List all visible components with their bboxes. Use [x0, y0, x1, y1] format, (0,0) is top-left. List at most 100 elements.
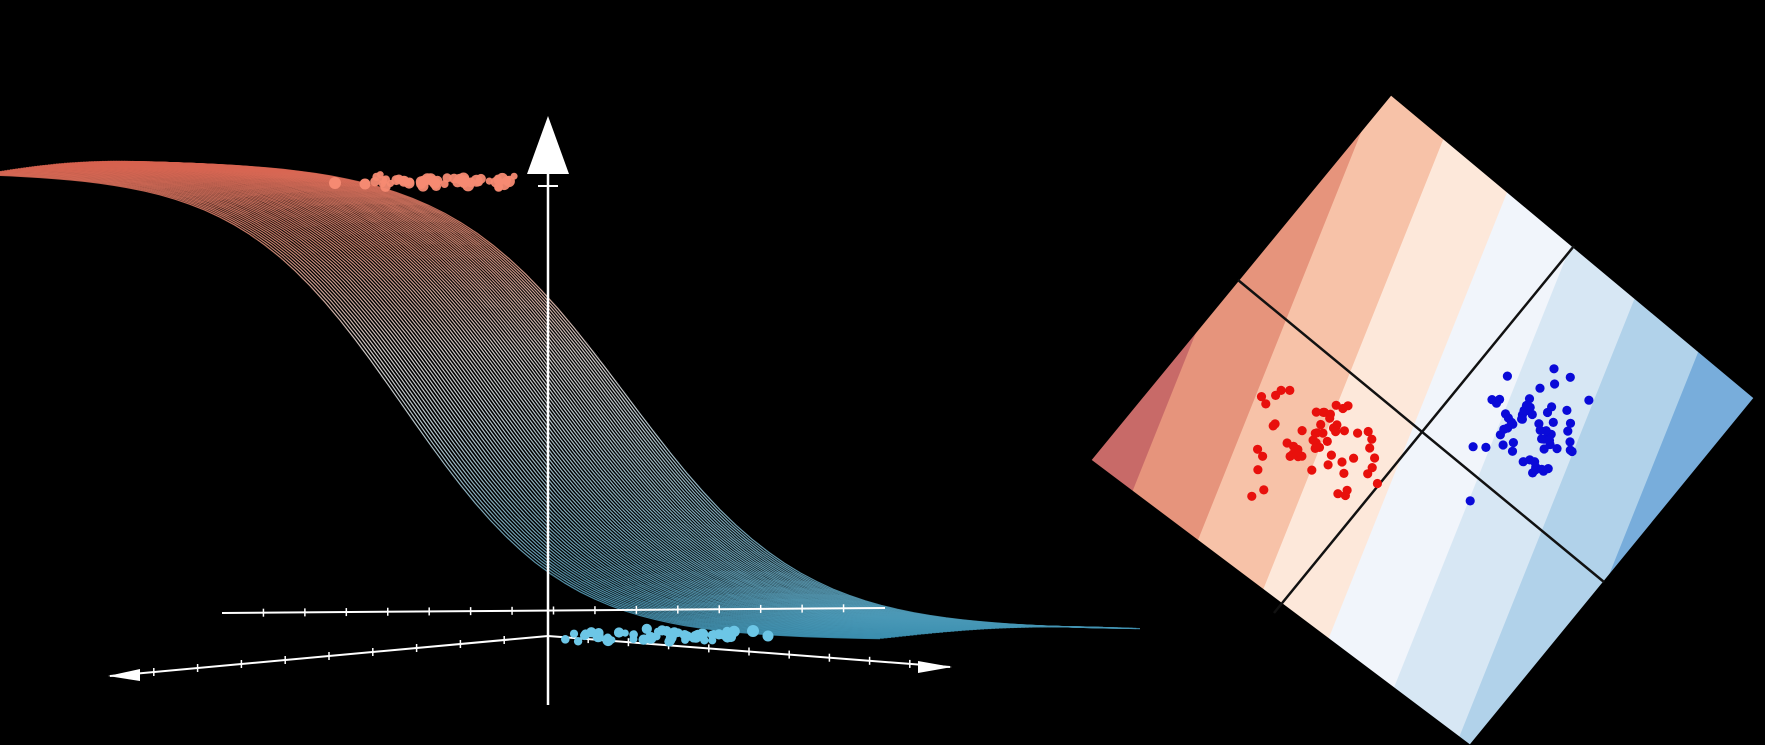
- upper-class-points: [329, 171, 518, 192]
- red-point: [1349, 453, 1359, 463]
- red-point: [1311, 407, 1321, 417]
- ground-arrow-left-icon: [108, 669, 140, 681]
- red-point: [1372, 478, 1382, 489]
- surface-mesh-line: [7, 169, 918, 636]
- blue-class-cluster: [1465, 364, 1594, 506]
- decision-boundary-line: [1237, 279, 1605, 583]
- surface-mesh-line: [61, 163, 992, 630]
- surface-mesh-line: [0, 172, 899, 638]
- red-point: [1256, 392, 1267, 402]
- red-point: [1276, 385, 1286, 395]
- blue-point: [1550, 379, 1560, 389]
- blue-point: [1537, 434, 1547, 444]
- lower-point: [674, 628, 683, 637]
- surface-mesh-line: [161, 161, 1129, 629]
- red-point: [1318, 428, 1328, 438]
- surface-mesh-line: [88, 161, 1029, 628]
- red-point: [1259, 485, 1269, 495]
- blue-point: [1518, 457, 1528, 467]
- red-point: [1322, 436, 1332, 446]
- lower-point: [681, 635, 690, 644]
- vertical-axis-arrow-icon: [527, 116, 569, 174]
- red-point: [1340, 490, 1350, 501]
- surface-mesh-line: [34, 165, 955, 632]
- sigmoid-surface-panel: [0, 116, 1141, 705]
- lower-point: [641, 623, 652, 635]
- lower-point: [747, 625, 759, 637]
- blue-point: [1562, 405, 1572, 415]
- surface-mesh-line: [1, 170, 910, 636]
- red-point: [1288, 441, 1299, 451]
- upper-point: [398, 175, 410, 187]
- blue-point: [1487, 395, 1497, 405]
- lower-point: [613, 627, 625, 638]
- red-point: [1258, 451, 1268, 461]
- blue-point: [1565, 372, 1575, 382]
- red-point: [1268, 421, 1278, 431]
- surface-mesh-line: [169, 162, 1141, 630]
- surface-mesh-line: [93, 161, 1037, 628]
- red-point: [1326, 450, 1336, 460]
- upper-point: [432, 180, 440, 188]
- blue-point: [1507, 446, 1518, 456]
- decision-map-border: [1090, 94, 1755, 745]
- sigmoid-surface-mesh: [0, 160, 1141, 640]
- blue-point: [1584, 395, 1594, 405]
- red-point: [1285, 385, 1295, 395]
- blue-point: [1530, 457, 1540, 467]
- blue-point: [1565, 445, 1575, 455]
- red-point: [1325, 413, 1335, 423]
- blue-point: [1495, 394, 1505, 404]
- surface-mesh-line: [9, 169, 921, 635]
- lower-point: [709, 630, 718, 638]
- lower-point: [580, 631, 589, 641]
- lower-point: [689, 630, 702, 643]
- upper-point: [380, 181, 391, 192]
- blue-point: [1539, 444, 1549, 454]
- separator-line: [1273, 245, 1575, 614]
- red-point: [1338, 403, 1348, 414]
- red-class-cluster: [1247, 385, 1382, 501]
- red-point: [1253, 444, 1263, 454]
- decision-band: [1195, 95, 1561, 745]
- red-point: [1307, 465, 1317, 475]
- red-point: [1261, 399, 1271, 409]
- surface-mesh-line: [91, 161, 1033, 628]
- lower-point: [561, 635, 570, 644]
- upper-point: [452, 177, 463, 188]
- surface-mesh-line: [55, 163, 985, 630]
- surface-mesh-line: [23, 167, 940, 633]
- blue-point: [1481, 442, 1491, 452]
- red-point: [1339, 468, 1349, 478]
- blue-point: [1565, 418, 1576, 428]
- red-point: [1332, 420, 1342, 430]
- surface-mesh-line: [64, 162, 996, 629]
- surface-mesh-line: [15, 168, 929, 635]
- surface-mesh-line: [58, 163, 988, 630]
- surface-mesh-line: [0, 172, 895, 638]
- upper-point: [426, 176, 435, 185]
- blue-point: [1534, 419, 1544, 429]
- blue-point: [1468, 442, 1478, 452]
- red-point: [1314, 442, 1325, 452]
- red-point: [1333, 489, 1343, 499]
- red-point: [1310, 428, 1320, 438]
- blue-point: [1535, 383, 1545, 393]
- blue-point: [1499, 424, 1509, 434]
- decision-map-panel: [1090, 94, 1755, 745]
- blue-point: [1537, 464, 1547, 474]
- red-point: [1253, 465, 1263, 475]
- surface-mesh-line: [72, 162, 1007, 629]
- upper-point: [417, 180, 429, 192]
- decision-map-bands: [1091, 95, 1754, 745]
- surface-mesh-line: [0, 174, 881, 640]
- blue-point: [1500, 409, 1511, 419]
- blue-point: [1502, 371, 1512, 381]
- lower-class-points: [561, 623, 774, 647]
- upper-point: [504, 176, 512, 183]
- blue-point: [1508, 419, 1518, 429]
- red-point: [1247, 491, 1257, 501]
- upper-point: [494, 174, 502, 183]
- surface-mesh-line: [26, 167, 944, 633]
